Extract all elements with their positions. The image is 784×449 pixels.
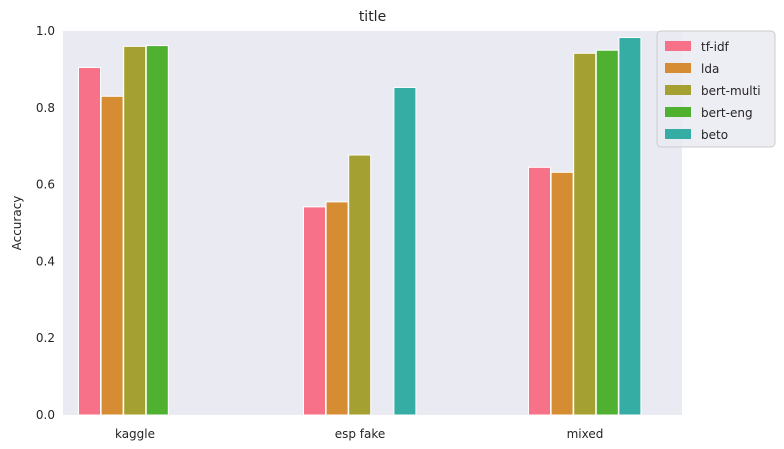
y-tick-label: 0.8 bbox=[36, 101, 55, 115]
bar-lda-mixed bbox=[550, 171, 574, 416]
bar-tf-idf-kaggle bbox=[78, 66, 101, 416]
bar-bert-multi-esp-fake bbox=[348, 154, 372, 416]
x-tick-label: esp fake bbox=[335, 427, 386, 441]
legend-swatch bbox=[665, 63, 691, 73]
legend-swatch bbox=[665, 41, 691, 51]
y-axis-ticks: 0.0 0.2 0.4 0.6 0.8 1.0 bbox=[36, 24, 55, 422]
bar-bert-multi-kaggle bbox=[123, 45, 147, 416]
bar-lda-esp-fake bbox=[325, 201, 349, 416]
legend-label: tf-idf bbox=[701, 40, 730, 54]
y-tick-label: 0.4 bbox=[36, 254, 55, 268]
legend-label: beto bbox=[701, 128, 728, 142]
x-tick-label: mixed bbox=[567, 427, 604, 441]
legend-swatch bbox=[665, 85, 691, 95]
legend-label: lda bbox=[701, 62, 719, 76]
bars-group bbox=[78, 37, 642, 416]
legend: tf-idf lda bert-multi bert-eng beto bbox=[656, 30, 776, 148]
bar-beto-mixed bbox=[618, 37, 642, 416]
legend-frame bbox=[656, 30, 776, 148]
y-tick-label: 1.0 bbox=[36, 24, 55, 38]
y-axis-title: Accuracy bbox=[10, 196, 24, 251]
legend-swatch bbox=[665, 129, 691, 139]
y-tick-label: 0.6 bbox=[36, 178, 55, 192]
bar-bert-eng-mixed bbox=[595, 49, 619, 416]
legend-label: bert-multi bbox=[701, 84, 761, 98]
legend-label: bert-eng bbox=[701, 106, 753, 120]
bar-bert-eng-kaggle bbox=[145, 45, 169, 416]
bar-lda-kaggle bbox=[100, 95, 124, 416]
x-tick-label: kaggle bbox=[115, 427, 155, 441]
legend-swatch bbox=[665, 107, 691, 117]
bar-bert-multi-mixed bbox=[573, 52, 597, 416]
x-axis-ticks: kaggle esp fake mixed bbox=[115, 427, 603, 441]
chart-title: title bbox=[359, 9, 386, 25]
y-tick-label: 0.2 bbox=[36, 331, 55, 345]
bar-tf-idf-mixed bbox=[528, 166, 551, 416]
bar-tf-idf-esp-fake bbox=[303, 206, 326, 416]
bar-beto-esp-fake bbox=[393, 86, 417, 416]
y-tick-label: 0.0 bbox=[36, 408, 55, 422]
